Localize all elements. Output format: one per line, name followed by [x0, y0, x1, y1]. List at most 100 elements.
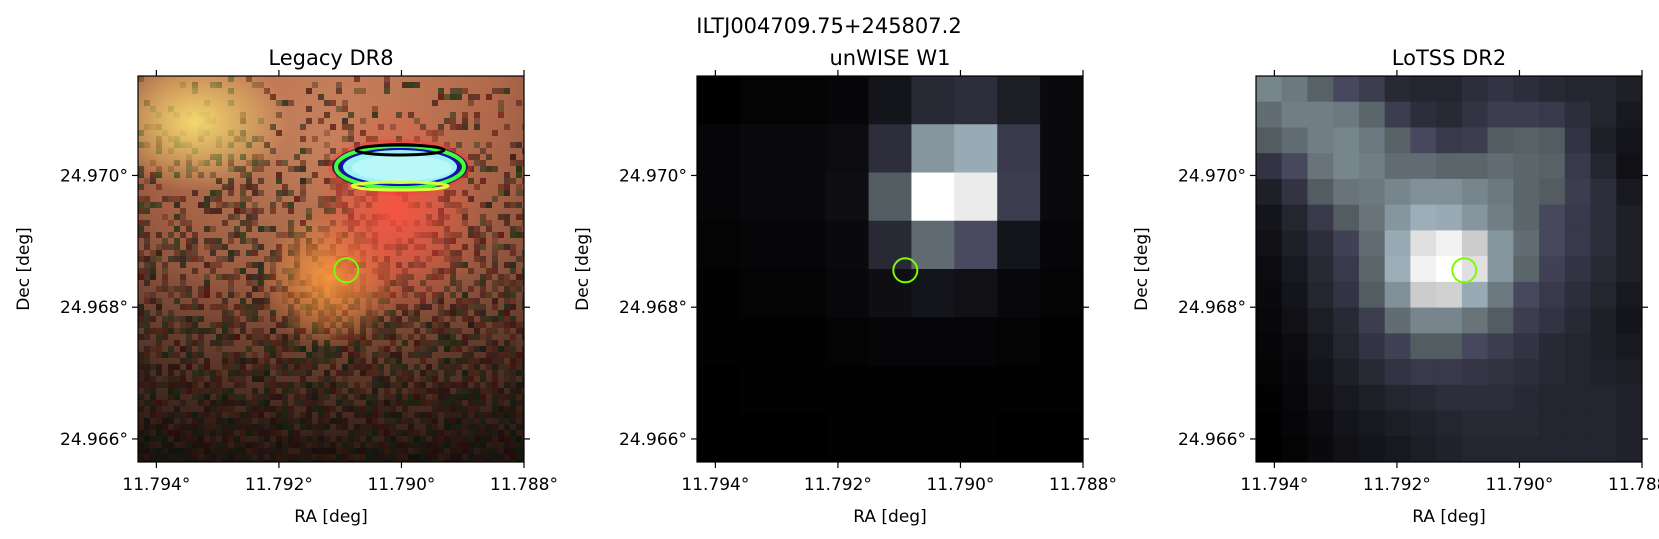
unwise-frame — [696, 75, 1084, 463]
heatmap-cell — [1333, 204, 1360, 231]
heatmap-cell — [1539, 307, 1566, 334]
heatmap-cell — [825, 76, 870, 125]
heatmap-cell — [1436, 384, 1463, 412]
heatmap-cell — [1307, 410, 1334, 437]
heatmap-cell — [911, 124, 955, 174]
heatmap-cell — [1436, 127, 1463, 154]
heatmap-cell — [1384, 359, 1411, 386]
heatmap-cell — [911, 365, 955, 415]
heatmap-cell — [1281, 307, 1309, 334]
heatmap-cell — [954, 317, 998, 367]
heatmap-cell — [1564, 436, 1592, 462]
heatmap-cell — [1256, 101, 1283, 129]
heatmap-cell — [1616, 76, 1642, 103]
heatmap-cell — [1436, 410, 1463, 437]
heatmap-cell — [1281, 153, 1309, 180]
unwise-ticks: 11.794° 11.792° 11.790° 11.788° 24.966° 24.96… — [619, 70, 1117, 495]
heatmap-cell — [1539, 281, 1566, 309]
heatmap-cell — [1564, 384, 1592, 412]
heatmap-cell — [1040, 172, 1083, 222]
heatmap-cell — [1616, 384, 1642, 412]
heatmap-cell — [1487, 178, 1514, 206]
heatmap-cell — [1616, 101, 1642, 129]
panel-unwise-w1: unWISE W1 11.794° 11.792° 11.790° 11.788° 24… — [573, 46, 1117, 527]
heatmap-cell — [1358, 153, 1386, 180]
heatmap-cell — [911, 269, 955, 318]
heatmap-cell — [1513, 230, 1540, 257]
marker-circle-lotss — [1451, 257, 1478, 284]
heatmap-cell — [1590, 230, 1617, 257]
heatmap-cell — [1410, 333, 1437, 360]
heatmap-cell — [1410, 127, 1437, 154]
heatmap-cell — [1461, 230, 1489, 257]
heatmap-cell — [1256, 307, 1283, 334]
heatmap-cell — [1333, 410, 1360, 437]
heatmap-cell — [1590, 127, 1617, 154]
heatmap-cell — [1333, 127, 1360, 154]
heatmap-cell — [782, 124, 827, 174]
heatmap-cell — [1333, 307, 1360, 334]
heatmap-cell — [1410, 178, 1437, 206]
heatmap-cell — [1539, 204, 1566, 231]
heatmap-cell — [782, 172, 827, 222]
heatmap-cell — [1461, 101, 1489, 129]
heatmap-cell — [1461, 281, 1489, 309]
legacy-bright-galaxy — [328, 139, 472, 195]
heatmap-cell — [1513, 153, 1540, 180]
heatmap-cell — [697, 269, 741, 318]
heatmap-cell — [1436, 436, 1463, 462]
heatmap-cell — [1461, 127, 1489, 154]
heatmap-cell — [1461, 436, 1489, 462]
heatmap-cell — [1461, 307, 1489, 334]
heatmap-cell — [1281, 359, 1309, 386]
heatmap-cell — [1358, 178, 1386, 206]
heatmap-cell — [1384, 76, 1411, 103]
heatmap-cell — [1590, 101, 1617, 129]
heatmap-cell — [1564, 178, 1592, 206]
ylabel-unwise: Dec [deg] — [573, 227, 593, 311]
heatmap-cell — [868, 269, 913, 318]
heatmap-cell — [1564, 204, 1592, 231]
x-tick-label: 11.792° — [804, 475, 872, 495]
heatmap-cell — [1358, 256, 1386, 283]
heatmap-cell — [1256, 333, 1283, 360]
heatmap-cell — [1461, 333, 1489, 360]
figure-title: ILTJ004709.75+245807.2 — [696, 14, 961, 38]
x-tick-label: 11.790° — [1485, 475, 1553, 495]
y-tick-label: 24.968° — [1178, 298, 1246, 318]
heatmap-cell — [1358, 384, 1386, 412]
heatmap-cell — [868, 76, 913, 125]
y-tick-label: 24.968° — [60, 298, 128, 318]
heatmap-cell — [1513, 333, 1540, 360]
heatmap-cell — [1590, 204, 1617, 231]
heatmap-cell — [1333, 230, 1360, 257]
heatmap-cell — [868, 317, 913, 367]
heatmap-cell — [868, 220, 913, 270]
heatmap-cell — [739, 413, 784, 462]
heatmap-cell — [1358, 359, 1386, 386]
heatmap-cell — [697, 76, 741, 125]
heatmap-cell — [739, 124, 784, 174]
y-tick-label: 24.966° — [1178, 430, 1246, 450]
heatmap-cell — [1281, 333, 1309, 360]
heatmap-cell — [1436, 333, 1463, 360]
heatmap-cell — [782, 365, 827, 415]
heatmap-cell — [1616, 153, 1642, 180]
heatmap-cell — [1358, 204, 1386, 231]
heatmap-cell — [1256, 384, 1283, 412]
heatmap-cell — [1564, 333, 1592, 360]
heatmap-cell — [1384, 281, 1411, 309]
heatmap-cell — [1384, 204, 1411, 231]
legacy-image — [138, 76, 524, 462]
heatmap-cell — [1590, 256, 1617, 283]
heatmap-cell — [1358, 127, 1386, 154]
heatmap-cell — [1487, 153, 1514, 180]
heatmap-cell — [1590, 153, 1617, 180]
heatmap-cell — [954, 220, 998, 270]
heatmap-cell — [1590, 359, 1617, 386]
lotss-image — [1256, 76, 1642, 462]
heatmap-cell — [1513, 410, 1540, 437]
x-tick-label: 11.790° — [926, 475, 994, 495]
heatmap-cell — [911, 317, 955, 367]
heatmap-cell — [997, 76, 1041, 125]
